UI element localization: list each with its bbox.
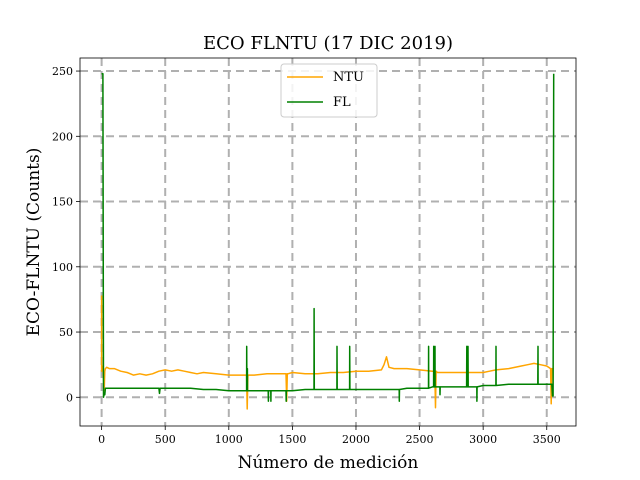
x-tick-label: 2000: [342, 433, 370, 446]
y-tick-label: 200: [52, 130, 73, 143]
y-tick-label: 250: [52, 65, 73, 78]
y-axis-label: ECO-FLNTU (Counts): [24, 148, 44, 337]
x-tick-label: 2500: [406, 433, 434, 446]
grid: [80, 58, 576, 426]
legend: NTU FL: [280, 63, 378, 118]
plot-frame: [79, 57, 577, 427]
x-tick-label: 1500: [278, 433, 306, 446]
x-tick-label: 3500: [533, 433, 561, 446]
series-lines: [100, 72, 555, 410]
x-tick-label: 1000: [215, 433, 243, 446]
y-axis-ticks: 0 50 100 150 200 250: [52, 65, 80, 404]
chart-title: ECO FLNTU (17 DIC 2019): [203, 33, 453, 54]
legend-label-ntu: NTU: [333, 70, 364, 85]
x-tick-label: 0: [98, 433, 105, 446]
y-tick-label: 150: [52, 196, 73, 209]
y-tick-label: 50: [59, 326, 73, 339]
legend-label-fl: FL: [333, 95, 351, 110]
series-line-fl: [101, 72, 555, 402]
y-tick-label: 100: [52, 261, 73, 274]
x-axis-label: Número de medición: [238, 453, 419, 473]
y-tick-label: 0: [66, 391, 73, 404]
series-line-ntu: [100, 295, 554, 410]
x-axis-ticks: 0 500 1000 1500 2000 2500 3000 3500: [98, 426, 561, 446]
x-tick-label: 3000: [469, 433, 497, 446]
x-tick-label: 500: [155, 433, 176, 446]
